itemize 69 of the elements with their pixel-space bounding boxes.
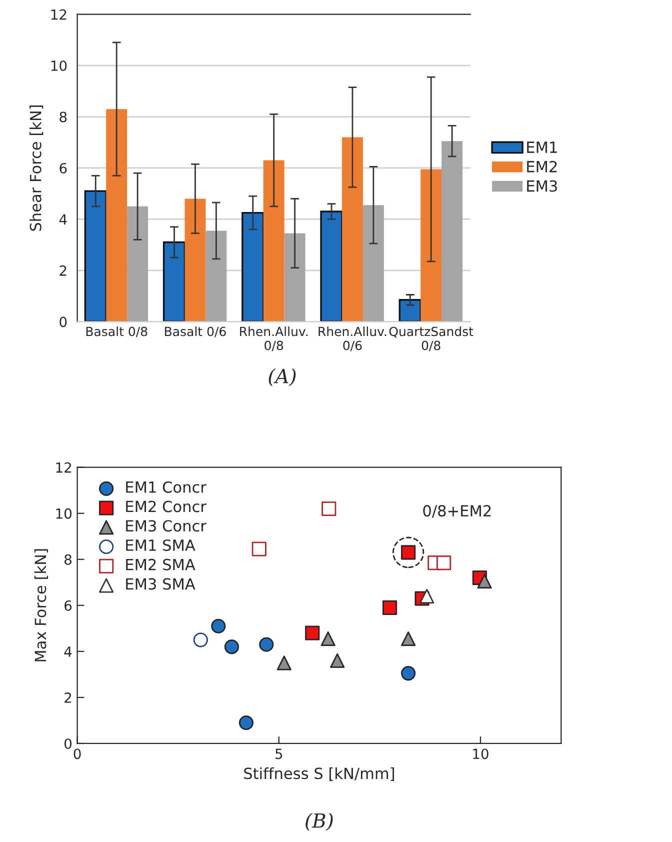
- x-tick-label: 5: [276, 748, 282, 760]
- legend-label: EM1 Concr: [126, 481, 206, 493]
- point: [436, 556, 452, 570]
- legend-label: EM2 SMA: [126, 558, 196, 570]
- bar: [342, 137, 363, 322]
- bar: [398, 299, 422, 322]
- point: [320, 631, 336, 646]
- x-tick-label: QuartzSandst 0/8: [389, 326, 474, 352]
- legend-label: EM2: [527, 160, 557, 172]
- y-tick-label: 10: [56, 508, 72, 519]
- y-tick-label: 4: [64, 646, 72, 657]
- x-tick-label: Rhen.Alluv. 0/6: [318, 326, 386, 352]
- point: [193, 632, 208, 648]
- y-tick-label: 6: [60, 162, 67, 174]
- x-axis-title: Stiffness S [kN/mm]: [244, 767, 394, 781]
- y-tick-label: 10: [51, 60, 67, 72]
- bar: [127, 206, 148, 322]
- x-tick-label: 0: [74, 748, 81, 760]
- y-tick-label: 4: [59, 214, 67, 224]
- x-tick-label: Basalt 0/6: [165, 326, 226, 338]
- y-tick-label: 8: [60, 112, 67, 122]
- bar: [362, 205, 384, 322]
- y-tick-label: 8: [64, 554, 72, 565]
- y-tick-label: 12: [56, 462, 72, 473]
- legend-label: EM2 Concr: [126, 500, 206, 512]
- y-tick-label: 6: [64, 600, 72, 611]
- bar: [320, 210, 343, 322]
- y-axis-title: Shear Force [kN]: [30, 105, 44, 231]
- y-tick-label: 2: [64, 692, 72, 703]
- point: [259, 637, 274, 652]
- bar: [184, 198, 206, 322]
- text: (B): [306, 812, 333, 831]
- text: (A): [268, 368, 296, 386]
- legend-label: EM3 SMA: [126, 578, 196, 590]
- bar: [284, 233, 306, 322]
- point: [252, 542, 266, 556]
- point: [401, 631, 416, 646]
- point: [401, 666, 416, 681]
- point: [224, 640, 239, 654]
- y-tick-label: 12: [51, 9, 66, 20]
- bar: [442, 141, 463, 322]
- bar: [162, 241, 186, 322]
- point: [211, 618, 226, 634]
- bar: [84, 190, 107, 322]
- y-axis-title: Max Force [kN]: [34, 549, 48, 662]
- legend-label: EM1 SMA: [126, 539, 196, 551]
- y-tick-label: 0: [60, 316, 67, 328]
- x-tick-label: Rhen.Alluv. 0/8: [240, 326, 308, 352]
- y-tick-label: 0: [64, 738, 72, 749]
- x-tick-label: Basalt 0/8: [86, 326, 148, 338]
- y-tick-label: 2: [60, 265, 66, 276]
- legend-label: EM1: [527, 142, 557, 153]
- point: [238, 715, 254, 730]
- legend-label: EM3: [527, 180, 557, 192]
- point: [330, 653, 345, 668]
- legend-label: EM3 Concr: [126, 520, 206, 532]
- annotation: 0/8+EM2: [423, 505, 491, 518]
- point: [420, 588, 434, 604]
- point: [477, 574, 492, 589]
- point: [305, 626, 320, 640]
- bar: [206, 230, 227, 322]
- point: [382, 600, 398, 615]
- bar: [263, 160, 284, 322]
- x-tick-label: 10: [473, 748, 488, 760]
- point: [276, 656, 292, 670]
- bar: [106, 109, 128, 322]
- bar: [420, 169, 442, 322]
- point: [322, 501, 336, 516]
- bar: [242, 212, 264, 322]
